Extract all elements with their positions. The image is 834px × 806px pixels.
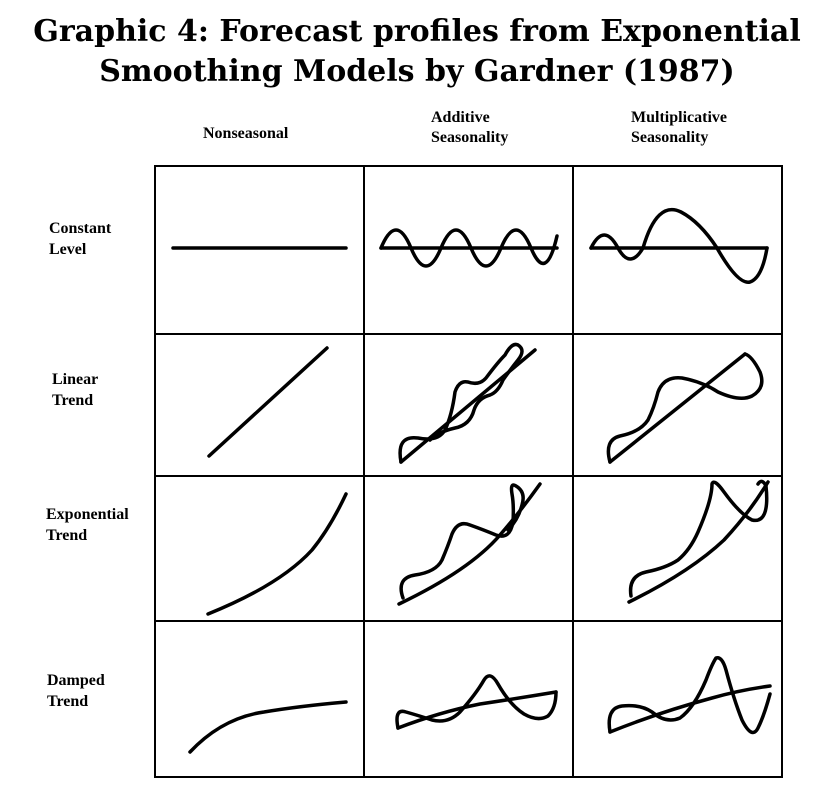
cell-damped-nonseasonal (188, 700, 348, 754)
row-header-damped-trend: Damped Trend (47, 672, 105, 710)
seasonal-wave (628, 479, 769, 598)
seasonal-wave (399, 483, 525, 600)
column-header-multiplicative-seasonality: Multiplicative Seasonality (631, 109, 727, 146)
seasonal-wave (379, 228, 559, 268)
row-header-exponential-trend: Exponential Trend (46, 506, 129, 544)
row-header-constant-level: Constant Level (49, 220, 112, 258)
trend-curve (608, 684, 772, 734)
column-header-nonseasonal: Nonseasonal (203, 125, 289, 142)
trend-line (608, 352, 747, 464)
grid-border (154, 165, 783, 778)
trend-curve (397, 482, 542, 606)
cell-constant-additive (379, 228, 559, 268)
row-header-linear-trend: Linear Trend (52, 371, 99, 409)
cell-damped-multiplicative (607, 656, 772, 735)
seasonal-wave (589, 207, 769, 284)
trend-curve (627, 480, 770, 604)
trend-line (399, 348, 537, 464)
cell-multiplicative-linear (606, 352, 764, 464)
column-header-additive-seasonality: Additive Seasonality (431, 109, 509, 146)
cell-exponential-additive (397, 482, 542, 606)
title-line-1: Graphic 4: Forecast profiles from Expone… (33, 14, 801, 49)
cell-exponential-multiplicative (627, 479, 770, 604)
title-line-2: Smoothing Models by Gardner (1987) (99, 54, 735, 89)
seasonal-wave (395, 674, 558, 730)
cell-damped-additive (395, 674, 558, 730)
seasonal-wave (606, 352, 764, 464)
grid-lines (154, 165, 783, 778)
trend-curve (396, 690, 558, 730)
seasonal-wave (607, 656, 772, 735)
cell-constant-multiplicative (589, 207, 769, 284)
cell-linear-additive (398, 342, 537, 464)
diagram-title: Graphic 4: Forecast profiles from Expone… (0, 12, 834, 92)
cell-exponential-nonseasonal (206, 492, 348, 616)
trend-curve (206, 492, 348, 616)
cell-linear-nonseasonal (207, 346, 329, 458)
trend-line (207, 346, 329, 458)
seasonal-wave (398, 342, 524, 464)
trend-curve (188, 700, 348, 754)
